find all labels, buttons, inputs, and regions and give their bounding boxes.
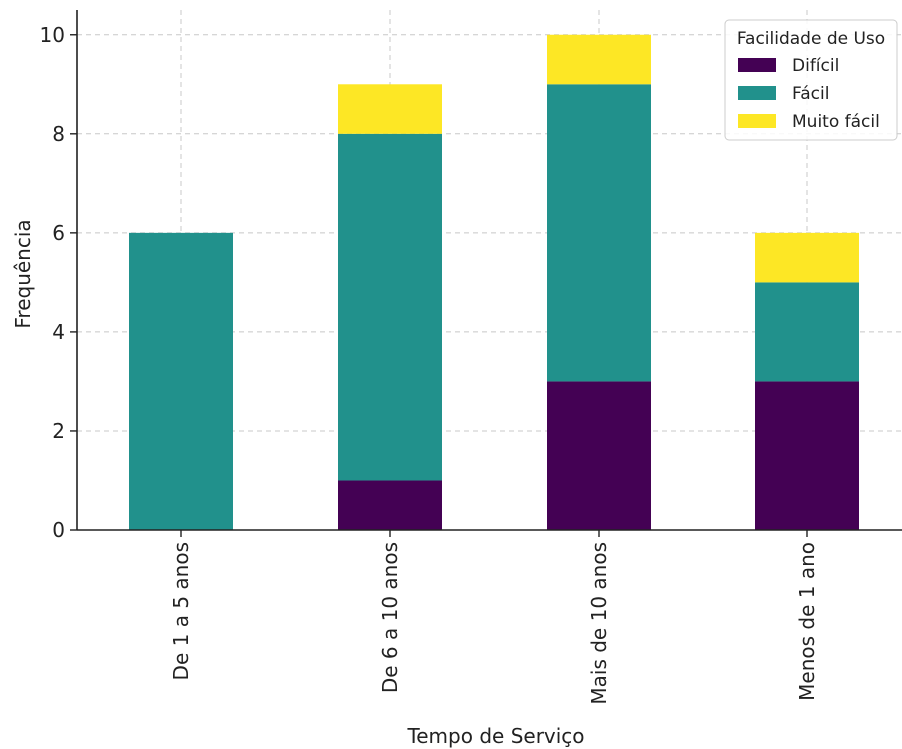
legend-swatch bbox=[738, 114, 776, 128]
legend-title: Facilidade de Uso bbox=[737, 29, 885, 49]
legend-label: Fácil bbox=[792, 84, 829, 104]
legend-box bbox=[724, 19, 898, 141]
x-tick-label: De 1 a 5 anos bbox=[169, 542, 193, 680]
x-tick-label: Mais de 10 anos bbox=[587, 542, 611, 705]
bar-segment-muito-fácil bbox=[755, 232, 859, 283]
legend-swatch bbox=[738, 58, 776, 72]
y-tick-label: 2 bbox=[52, 419, 65, 443]
y-axis-label: Frequência bbox=[11, 219, 35, 328]
legend: Facilidade de Uso Difícil Fácil Muito fáci… bbox=[724, 19, 898, 141]
x-tick-label: Menos de 1 ano bbox=[795, 542, 819, 701]
bars-layer bbox=[129, 34, 859, 530]
y-tick-label: 0 bbox=[52, 518, 65, 542]
bar-segment-fácil bbox=[547, 84, 651, 382]
bar-segment-difícil bbox=[547, 381, 651, 530]
bar-segment-muito-fácil bbox=[338, 84, 442, 134]
y-tick-label: 6 bbox=[52, 221, 65, 245]
bar-segment-fácil bbox=[129, 232, 233, 530]
bar-segment-fácil bbox=[338, 133, 442, 481]
legend-label: Difícil bbox=[792, 56, 839, 76]
bar-segment-muito-fácil bbox=[547, 34, 651, 85]
legend-swatch bbox=[738, 86, 776, 100]
bar-segment-fácil bbox=[755, 282, 859, 382]
legend-label: Muito fácil bbox=[792, 112, 880, 132]
axes-layer: 0 2 4 6 8 10 De 1 a 5 anos De 6 a 10 anos Mais d… bbox=[40, 10, 902, 705]
x-tick-label: De 6 a 10 anos bbox=[378, 542, 402, 693]
bar-segment-difícil bbox=[755, 381, 859, 530]
bar-segment-difícil bbox=[338, 480, 442, 530]
y-tick-label: 4 bbox=[52, 320, 65, 344]
y-tick-label: 8 bbox=[52, 122, 65, 146]
y-tick-label: 10 bbox=[40, 23, 65, 47]
x-axis-label: Tempo de Serviço bbox=[406, 724, 584, 748]
legend-items: Difícil Fácil Muito fácil bbox=[738, 56, 880, 132]
